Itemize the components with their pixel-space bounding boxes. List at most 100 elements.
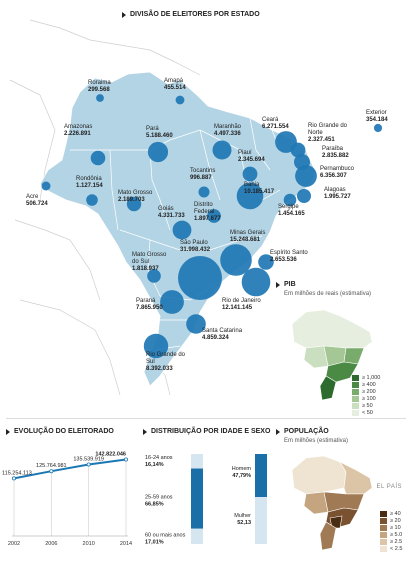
age-segment	[191, 468, 203, 529]
data-label: 142.822.046	[95, 451, 126, 457]
bubble-são-paulo	[178, 256, 222, 300]
map-title-text: DIVISÃO DE ELEITORES POR ESTADO	[130, 11, 260, 18]
triangle-bullet-icon	[143, 428, 147, 435]
pib-title: PIB	[276, 281, 296, 288]
triangle-bullet-icon	[122, 11, 126, 18]
populacao-legend: ≥ 40 ≥ 20 ≥ 10 ≥ 5.0 ≥ 2.5 < 2.5	[380, 510, 402, 552]
swatch	[380, 545, 387, 552]
label-tocantins: Tocantins 996.887	[190, 168, 216, 181]
age-pct: 16,14%	[145, 462, 164, 468]
map-title: DIVISÃO DE ELEITORES POR ESTADO	[122, 11, 260, 18]
label-pernambuco: Pernambuco 6.356.307	[320, 166, 355, 179]
populacao-title: POPULAÇÃO	[276, 428, 329, 435]
label-amapa: Amapá 455.514	[164, 78, 186, 91]
bubble-piauí	[242, 166, 258, 182]
bubble-santa-catarina	[186, 314, 206, 334]
populacao-legend-row: ≥ 20	[380, 517, 402, 524]
label-santa-catarina: Santa Catarina 4.859.324	[202, 328, 243, 341]
bubble-amazonas	[90, 150, 106, 166]
label-minas-gerais: Minas Gerais 15.248.681	[230, 230, 266, 243]
pib-legend-row: ≥ 50	[352, 402, 380, 409]
bubble-rondônia	[86, 194, 98, 206]
pib-map	[291, 309, 373, 401]
label-ceara: Ceará 6.271.554	[262, 117, 289, 130]
swatch	[380, 531, 387, 538]
electors-bubbles	[41, 94, 383, 359]
bubble-pará	[147, 141, 169, 163]
age-segment	[191, 528, 203, 544]
bubble-paraná	[160, 290, 184, 314]
label-parana: Paraná 7.865.950	[136, 298, 163, 311]
distribuicao-title: DISTRIBUIÇÃO POR IDADE E SEXO	[143, 428, 270, 435]
populacao-subtitle: Em milhões (estimativa)	[284, 438, 349, 444]
label-sao-paulo: São Paulo 31.998.432	[180, 240, 211, 253]
data-label: 125.764.981	[36, 463, 67, 469]
populacao-map	[291, 455, 373, 551]
sex-pct: 47,79%	[232, 473, 251, 479]
data-label: 135.539.919	[73, 456, 104, 462]
pib-legend-row: ≥ 200	[352, 388, 380, 395]
pib-legend-row: ≥ 1,000	[352, 374, 380, 381]
section-divider	[6, 418, 406, 419]
label-acre: Acre 506.724	[26, 194, 48, 207]
populacao-title-text: POPULAÇÃO	[284, 428, 329, 435]
data-point	[124, 457, 129, 462]
age-pct: 17,01%	[145, 540, 164, 546]
swatch	[352, 388, 359, 395]
bubble-maranhão	[212, 140, 232, 160]
label-distrito-federal: Distrito Federal 1.897.677	[194, 202, 221, 222]
populacao-legend-row: < 2.5	[380, 545, 402, 552]
bubble-sergipe	[283, 193, 297, 207]
label-amazonas: Amazonas 2.226.891	[64, 124, 93, 137]
bubble-distrito-federal	[207, 209, 221, 223]
pib-legend: ≥ 1,000 ≥ 400 ≥ 200 ≥ 100 ≥ 50 < 50	[352, 374, 380, 416]
triangle-bullet-icon	[276, 428, 280, 435]
distribuicao-title-text: DISTRIBUIÇÃO POR IDADE E SEXO	[151, 428, 271, 435]
populacao-legend-row: ≥ 2.5	[380, 538, 402, 545]
swatch	[380, 538, 387, 545]
pib-legend-row: ≥ 400	[352, 381, 380, 388]
data-point	[49, 469, 54, 474]
age-label: 60 ou mais anos	[145, 533, 186, 539]
x-tick-label: 2014	[120, 541, 132, 547]
swatch	[352, 409, 359, 416]
bubble-minas-gerais	[220, 244, 252, 276]
label-maranhao: Maranhão 4.497.336	[214, 124, 242, 137]
bubble-exterior	[373, 123, 383, 133]
swatch	[352, 402, 359, 409]
label-rio-grande-do-sul: Rio Grande do Sul 8.392.033	[146, 352, 186, 372]
label-goias: Goiás 4.331.733	[158, 206, 185, 219]
age-label: 25-59 anos	[145, 495, 173, 501]
swatch	[380, 510, 387, 517]
evolucao-title: EVOLUÇÃO DO ELEITORADO	[6, 428, 114, 435]
label-mato-grosso: Mato Grosso 2.189.703	[118, 190, 153, 203]
data-point	[86, 462, 91, 467]
sex-segment	[255, 454, 267, 498]
label-rondonia: Rondônia 1.127.154	[76, 176, 103, 189]
label-rio-grande-do-norte: Rio Grande do Norte 2.327.451	[308, 123, 348, 143]
swatch	[380, 517, 387, 524]
pib-legend-row: ≥ 100	[352, 395, 380, 402]
pib-subtitle: Em milhões de reais (estimativa)	[284, 291, 372, 297]
bubble-espírito-santo	[258, 254, 274, 270]
data-point	[11, 476, 16, 481]
bubble-acre	[41, 181, 51, 191]
x-tick-label: 2006	[45, 541, 57, 547]
sex-label: Homem	[232, 466, 252, 472]
evolucao-title-text: EVOLUÇÃO DO ELEITORADO	[14, 428, 114, 435]
pib-title-text: PIB	[284, 281, 296, 288]
bubble-rio-de-janeiro	[241, 267, 271, 297]
bubble-pernambuco	[295, 165, 317, 187]
sex-segment	[255, 497, 267, 544]
bubble-alagoas	[297, 189, 311, 203]
label-para: Pará 5.188.460	[146, 126, 173, 139]
swatch	[352, 395, 359, 402]
age-label: 16-24 anos	[145, 455, 173, 461]
bubble-bahia	[236, 182, 264, 210]
x-tick-label: 2002	[8, 541, 20, 547]
data-label: 115.254.113	[2, 470, 32, 476]
bubble-goiás	[172, 220, 192, 240]
evolucao-line-chart: 115.254.113 2002 125.764.981 2006 135.539.91…	[2, 451, 132, 547]
age-pct: 66,85%	[145, 502, 164, 508]
bubble-rio-grande-do-sul	[143, 333, 169, 359]
